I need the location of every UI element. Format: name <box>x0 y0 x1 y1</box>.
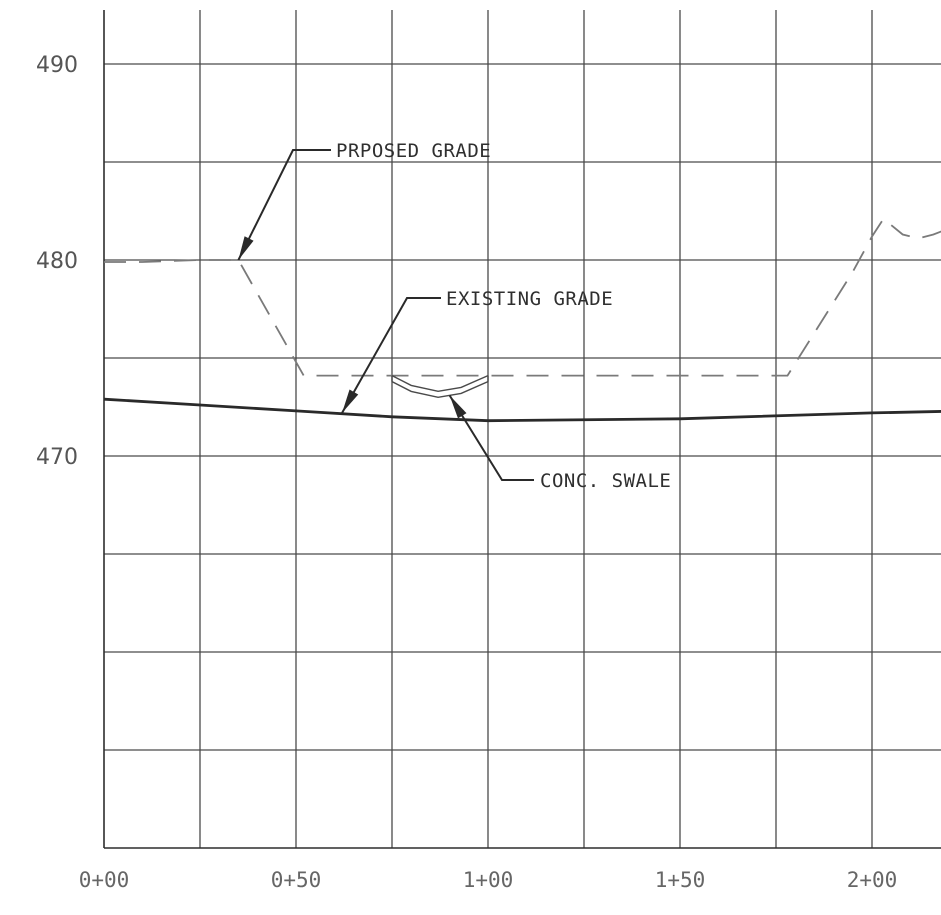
concrete-swale-line <box>391 374 489 393</box>
concrete-swale-inner-line <box>391 380 489 399</box>
concrete-swale-leader-line <box>448 394 534 481</box>
y-tick-label: 480 <box>36 249 78 274</box>
x-tick-label: 0+50 <box>271 868 322 892</box>
concrete-swale-label: CONC. SWALE <box>540 470 671 492</box>
y-tick-label: 470 <box>36 445 78 470</box>
x-tick-label: 2+00 <box>847 868 898 892</box>
x-tick-label: 1+50 <box>655 868 706 892</box>
axes <box>103 10 941 849</box>
proposed-grade-leader-line <box>237 149 331 261</box>
tick-labels: 490 480 470 0+00 0+50 1+00 1+50 2+00 <box>36 53 897 892</box>
proposed-grade-arrow-head <box>238 236 254 260</box>
existing-grade-arrow-head <box>342 389 359 413</box>
x-tick-label: 1+00 <box>463 868 514 892</box>
proposed-grade-label: PRPOSED GRADE <box>336 140 491 162</box>
concrete-swale-arrow-head <box>449 395 467 419</box>
existing-grade-line <box>104 217 941 377</box>
series <box>103 217 941 423</box>
proposed-grade-line <box>103 397 941 423</box>
existing-grade-label: EXISTING GRADE <box>446 288 613 310</box>
grid <box>104 10 941 848</box>
annotations: PRPOSED GRADE EXISTING GRADE CONC. SWALE <box>237 140 671 492</box>
y-tick-label: 490 <box>36 53 78 78</box>
existing-grade-leader-line <box>341 297 441 414</box>
x-tick-label: 0+00 <box>79 868 130 892</box>
